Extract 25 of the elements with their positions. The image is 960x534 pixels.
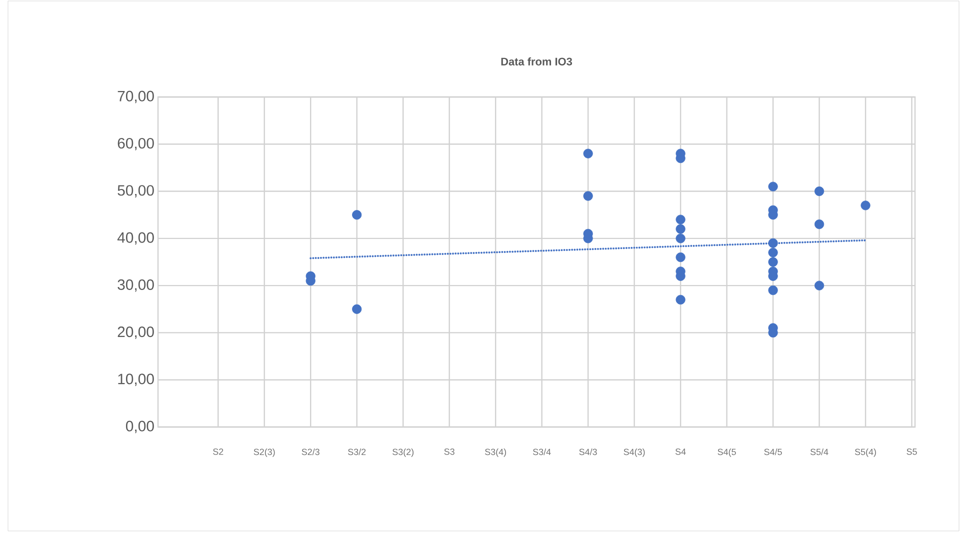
chart-title: Data from IO3	[501, 57, 572, 66]
x-tick-label: S2/3	[302, 448, 320, 456]
y-tick-label: 20,00	[118, 326, 154, 339]
y-tick-label: 10,00	[118, 374, 154, 386]
x-tick-label: S3/2	[348, 448, 366, 456]
x-tick-label: S4(5	[718, 448, 736, 457]
x-tick-label: S3(2)	[392, 448, 414, 457]
x-tick-label: S5	[906, 448, 917, 455]
y-tick-label: 50,00	[118, 185, 154, 198]
y-tick-label: 30,00	[118, 279, 154, 292]
y-tick-label: 0,00	[126, 420, 154, 434]
x-tick-label: S5(4)	[854, 448, 876, 457]
x-tick-label: S4	[675, 448, 686, 455]
x-tick-label: S5/4	[810, 448, 828, 456]
x-tick-label: S3/4	[533, 448, 551, 456]
x-tick-label: S2	[213, 448, 224, 455]
y-tick-label: 60,00	[118, 138, 154, 150]
y-tick-label: 70,00	[118, 90, 154, 104]
x-tick-label: S3	[444, 448, 454, 455]
x-tick-label: S2(3)	[254, 448, 275, 457]
x-tick-label: S4/5	[764, 448, 782, 456]
y-tick-label: 40,00	[117, 232, 154, 245]
x-tick-label: S3(4)	[485, 448, 506, 457]
x-tick-label: S4/3	[579, 448, 597, 456]
x-tick-label: S4(3)	[624, 448, 645, 457]
